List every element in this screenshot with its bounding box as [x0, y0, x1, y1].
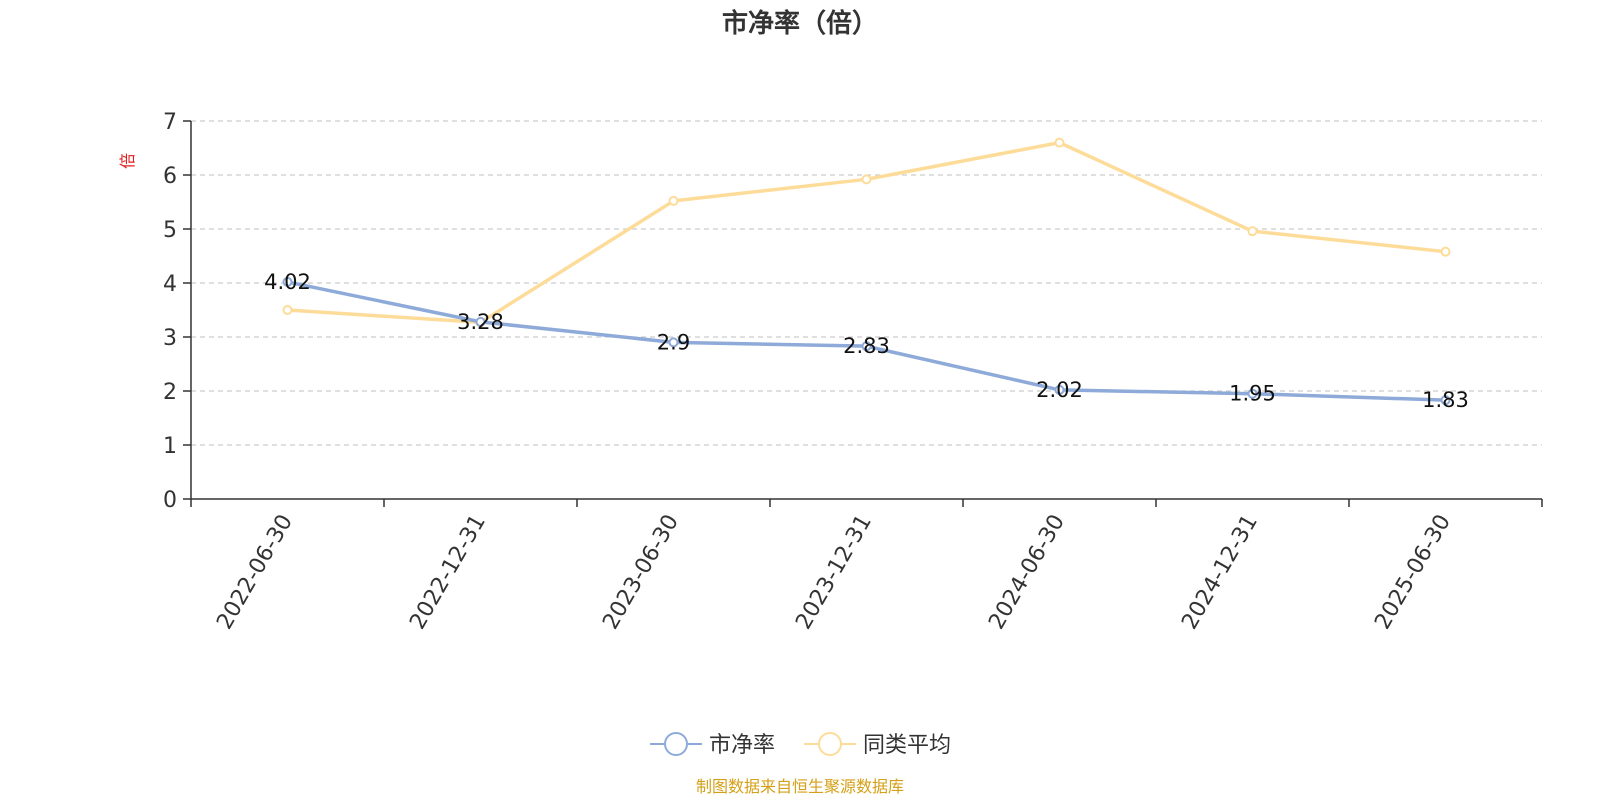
axes: 0 1 2 3 4 5 6 7 2022-06-30 2022-12-31 2023-06-30 20…	[163, 110, 1543, 634]
data-point[interactable]	[1247, 226, 1258, 237]
legend-marker	[818, 732, 842, 756]
data-point[interactable]	[1440, 395, 1451, 406]
x-tick-label: 2024-06-30	[984, 511, 1070, 634]
legend-label: 市净率	[709, 733, 775, 758]
x-tick-label: 2024-12-31	[1177, 511, 1263, 634]
data-label: 1.83	[1422, 388, 1469, 412]
chart-title: 市净率（倍）	[722, 8, 878, 39]
data-label: 3.28	[457, 310, 504, 334]
y-tick-label: 0	[163, 488, 177, 513]
y-tick-label: 2	[163, 380, 177, 405]
series-layer	[282, 137, 1451, 406]
y-tick-label: 7	[163, 110, 177, 135]
data-point[interactable]	[1054, 384, 1065, 395]
x-tick-label: 2025-06-30	[1370, 511, 1456, 634]
x-tick-label: 2022-06-30	[212, 511, 298, 634]
data-point[interactable]	[475, 316, 486, 327]
data-label: 1.95	[1229, 382, 1276, 406]
y-tick-label: 4	[163, 272, 177, 297]
data-point[interactable]	[861, 341, 872, 352]
data-point[interactable]	[282, 305, 293, 315]
legend-item-1[interactable]: 同类平均	[804, 732, 951, 758]
data-label: 2.9	[657, 330, 690, 354]
data-point[interactable]	[1054, 137, 1065, 148]
data-point[interactable]	[282, 276, 293, 287]
legend[interactable]: 市净率 同类平均	[650, 732, 951, 758]
data-point[interactable]	[1247, 388, 1258, 399]
data-point[interactable]	[1440, 246, 1451, 257]
legend-label: 同类平均	[863, 733, 951, 758]
data-labels: 4.02 3.28 2.9 2.83 2.02 1.95 1.83	[264, 270, 1469, 412]
data-point[interactable]	[861, 174, 872, 185]
y-tick-label: 5	[163, 218, 177, 243]
legend-item-0[interactable]: 市净率	[650, 732, 775, 758]
data-point[interactable]	[668, 337, 679, 348]
x-tick-label: 2023-06-30	[598, 511, 684, 634]
y-tick-label: 1	[163, 434, 177, 459]
series-line-1	[287, 140, 1446, 325]
x-tick-label: 2023-12-31	[791, 511, 877, 634]
data-label: 2.02	[1036, 378, 1083, 402]
y-tick-label: 3	[163, 326, 177, 351]
data-point[interactable]	[668, 195, 679, 206]
source-note: 制图数据来自恒生聚源数据库	[696, 777, 904, 796]
legend-marker	[664, 732, 688, 756]
data-label: 2.83	[843, 334, 890, 358]
y-axis-unit-label: 倍	[118, 153, 137, 169]
data-label: 4.02	[264, 270, 311, 294]
y-tick-label: 6	[163, 164, 177, 189]
x-tick-label: 2022-12-31	[405, 511, 491, 634]
